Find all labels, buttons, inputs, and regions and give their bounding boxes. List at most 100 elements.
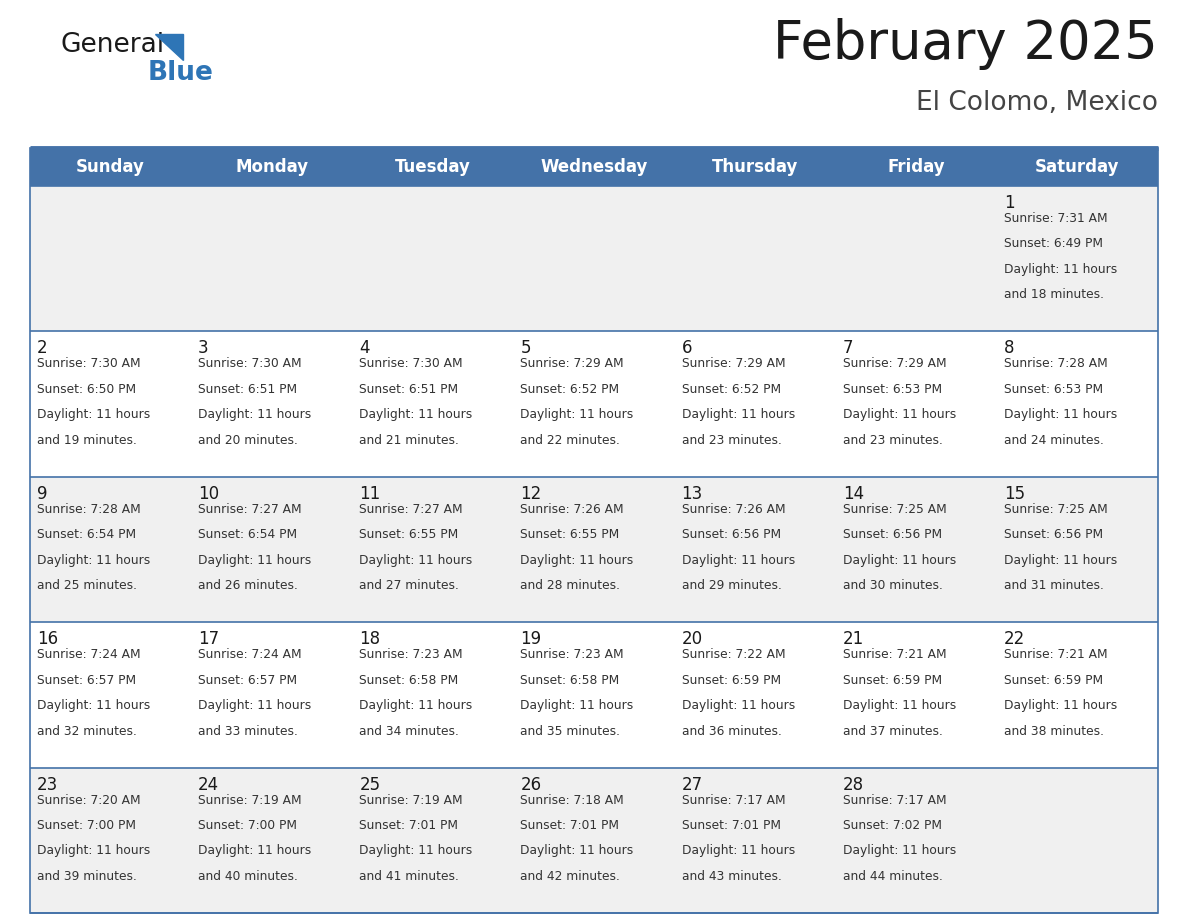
- Text: Blue: Blue: [148, 60, 214, 86]
- Text: Sunset: 7:01 PM: Sunset: 7:01 PM: [520, 819, 619, 832]
- Text: 3: 3: [198, 340, 209, 357]
- Text: Sunset: 6:56 PM: Sunset: 6:56 PM: [1004, 528, 1102, 542]
- Text: Sunrise: 7:23 AM: Sunrise: 7:23 AM: [520, 648, 624, 661]
- Text: Daylight: 11 hours: Daylight: 11 hours: [1004, 263, 1117, 276]
- Text: Daylight: 11 hours: Daylight: 11 hours: [198, 700, 311, 712]
- Text: Sunset: 6:56 PM: Sunset: 6:56 PM: [682, 528, 781, 542]
- Text: Sunrise: 7:29 AM: Sunrise: 7:29 AM: [842, 357, 947, 370]
- Text: Sunrise: 7:27 AM: Sunrise: 7:27 AM: [198, 503, 302, 516]
- Text: Sunrise: 7:17 AM: Sunrise: 7:17 AM: [682, 793, 785, 807]
- Text: Sunset: 6:57 PM: Sunset: 6:57 PM: [198, 674, 297, 687]
- Text: Sunday: Sunday: [76, 158, 145, 176]
- Text: 7: 7: [842, 340, 853, 357]
- Text: Daylight: 11 hours: Daylight: 11 hours: [359, 554, 473, 566]
- Text: 2: 2: [37, 340, 48, 357]
- Text: Daylight: 11 hours: Daylight: 11 hours: [1004, 554, 1117, 566]
- Text: Daylight: 11 hours: Daylight: 11 hours: [359, 845, 473, 857]
- Text: 9: 9: [37, 485, 48, 503]
- Text: Sunset: 7:01 PM: Sunset: 7:01 PM: [359, 819, 459, 832]
- Text: Sunrise: 7:19 AM: Sunrise: 7:19 AM: [198, 793, 302, 807]
- Text: Sunset: 6:49 PM: Sunset: 6:49 PM: [1004, 238, 1102, 251]
- Text: Sunset: 7:00 PM: Sunset: 7:00 PM: [37, 819, 135, 832]
- Text: Daylight: 11 hours: Daylight: 11 hours: [198, 845, 311, 857]
- Text: and 25 minutes.: and 25 minutes.: [37, 579, 137, 592]
- Text: Sunrise: 7:21 AM: Sunrise: 7:21 AM: [842, 648, 947, 661]
- Text: Sunset: 6:59 PM: Sunset: 6:59 PM: [1004, 674, 1102, 687]
- Text: Sunset: 6:56 PM: Sunset: 6:56 PM: [842, 528, 942, 542]
- Bar: [30, 148, 1158, 913]
- Text: and 18 minutes.: and 18 minutes.: [1004, 288, 1104, 301]
- Text: Daylight: 11 hours: Daylight: 11 hours: [37, 845, 150, 857]
- Text: Sunrise: 7:17 AM: Sunrise: 7:17 AM: [842, 793, 947, 807]
- Text: Daylight: 11 hours: Daylight: 11 hours: [842, 554, 956, 566]
- Text: Sunset: 6:55 PM: Sunset: 6:55 PM: [520, 528, 620, 542]
- Text: and 35 minutes.: and 35 minutes.: [520, 724, 620, 737]
- Text: Sunset: 6:59 PM: Sunset: 6:59 PM: [842, 674, 942, 687]
- Text: Sunrise: 7:19 AM: Sunrise: 7:19 AM: [359, 793, 463, 807]
- Text: Sunrise: 7:30 AM: Sunrise: 7:30 AM: [359, 357, 463, 370]
- Text: Sunset: 6:59 PM: Sunset: 6:59 PM: [682, 674, 781, 687]
- Text: Sunset: 7:00 PM: Sunset: 7:00 PM: [198, 819, 297, 832]
- Text: Daylight: 11 hours: Daylight: 11 hours: [37, 700, 150, 712]
- Text: 15: 15: [1004, 485, 1025, 503]
- Text: and 43 minutes.: and 43 minutes.: [682, 870, 782, 883]
- Text: Sunset: 6:57 PM: Sunset: 6:57 PM: [37, 674, 137, 687]
- Text: 28: 28: [842, 776, 864, 793]
- Text: Sunrise: 7:23 AM: Sunrise: 7:23 AM: [359, 648, 463, 661]
- Text: and 24 minutes.: and 24 minutes.: [1004, 433, 1104, 447]
- Text: and 33 minutes.: and 33 minutes.: [198, 724, 298, 737]
- Text: Sunrise: 7:31 AM: Sunrise: 7:31 AM: [1004, 212, 1107, 225]
- Text: Tuesday: Tuesday: [394, 158, 470, 176]
- Text: 25: 25: [359, 776, 380, 793]
- Text: and 38 minutes.: and 38 minutes.: [1004, 724, 1104, 737]
- Text: Daylight: 11 hours: Daylight: 11 hours: [682, 845, 795, 857]
- Text: Sunrise: 7:30 AM: Sunrise: 7:30 AM: [37, 357, 140, 370]
- Text: Sunrise: 7:28 AM: Sunrise: 7:28 AM: [1004, 357, 1107, 370]
- Text: and 27 minutes.: and 27 minutes.: [359, 579, 459, 592]
- Polygon shape: [154, 34, 183, 60]
- Text: 24: 24: [198, 776, 220, 793]
- Text: and 36 minutes.: and 36 minutes.: [682, 724, 782, 737]
- Text: 5: 5: [520, 340, 531, 357]
- Text: and 39 minutes.: and 39 minutes.: [37, 870, 137, 883]
- Text: Sunrise: 7:25 AM: Sunrise: 7:25 AM: [1004, 503, 1107, 516]
- Text: Daylight: 11 hours: Daylight: 11 hours: [359, 409, 473, 421]
- Text: and 44 minutes.: and 44 minutes.: [842, 870, 942, 883]
- Text: Sunrise: 7:29 AM: Sunrise: 7:29 AM: [520, 357, 624, 370]
- Text: and 22 minutes.: and 22 minutes.: [520, 433, 620, 447]
- Text: Daylight: 11 hours: Daylight: 11 hours: [682, 409, 795, 421]
- Text: 11: 11: [359, 485, 380, 503]
- Text: Sunset: 6:50 PM: Sunset: 6:50 PM: [37, 383, 137, 396]
- Text: 17: 17: [198, 630, 220, 648]
- Text: Daylight: 11 hours: Daylight: 11 hours: [198, 409, 311, 421]
- Text: General: General: [61, 32, 164, 58]
- Text: and 19 minutes.: and 19 minutes.: [37, 433, 137, 447]
- Text: Sunset: 6:53 PM: Sunset: 6:53 PM: [1004, 383, 1102, 396]
- Text: February 2025: February 2025: [773, 18, 1158, 70]
- Text: 26: 26: [520, 776, 542, 793]
- Text: 12: 12: [520, 485, 542, 503]
- Text: Saturday: Saturday: [1035, 158, 1119, 176]
- Text: and 21 minutes.: and 21 minutes.: [359, 433, 459, 447]
- Text: 1: 1: [1004, 194, 1015, 212]
- Text: Sunset: 6:52 PM: Sunset: 6:52 PM: [520, 383, 620, 396]
- Text: Daylight: 11 hours: Daylight: 11 hours: [842, 409, 956, 421]
- Text: Sunset: 6:54 PM: Sunset: 6:54 PM: [37, 528, 137, 542]
- Text: and 30 minutes.: and 30 minutes.: [842, 579, 942, 592]
- Text: Sunrise: 7:27 AM: Sunrise: 7:27 AM: [359, 503, 463, 516]
- Text: and 26 minutes.: and 26 minutes.: [198, 579, 298, 592]
- Text: Daylight: 11 hours: Daylight: 11 hours: [842, 700, 956, 712]
- Bar: [30, 476, 1158, 622]
- Text: Daylight: 11 hours: Daylight: 11 hours: [520, 700, 633, 712]
- Text: 20: 20: [682, 630, 702, 648]
- Text: Sunrise: 7:29 AM: Sunrise: 7:29 AM: [682, 357, 785, 370]
- Text: and 34 minutes.: and 34 minutes.: [359, 724, 459, 737]
- Text: Sunrise: 7:24 AM: Sunrise: 7:24 AM: [37, 648, 140, 661]
- Text: Daylight: 11 hours: Daylight: 11 hours: [1004, 409, 1117, 421]
- Text: and 42 minutes.: and 42 minutes.: [520, 870, 620, 883]
- Text: Sunset: 7:02 PM: Sunset: 7:02 PM: [842, 819, 942, 832]
- Text: El Colomo, Mexico: El Colomo, Mexico: [916, 90, 1158, 116]
- Text: Sunrise: 7:26 AM: Sunrise: 7:26 AM: [520, 503, 624, 516]
- Text: 27: 27: [682, 776, 702, 793]
- Text: 8: 8: [1004, 340, 1015, 357]
